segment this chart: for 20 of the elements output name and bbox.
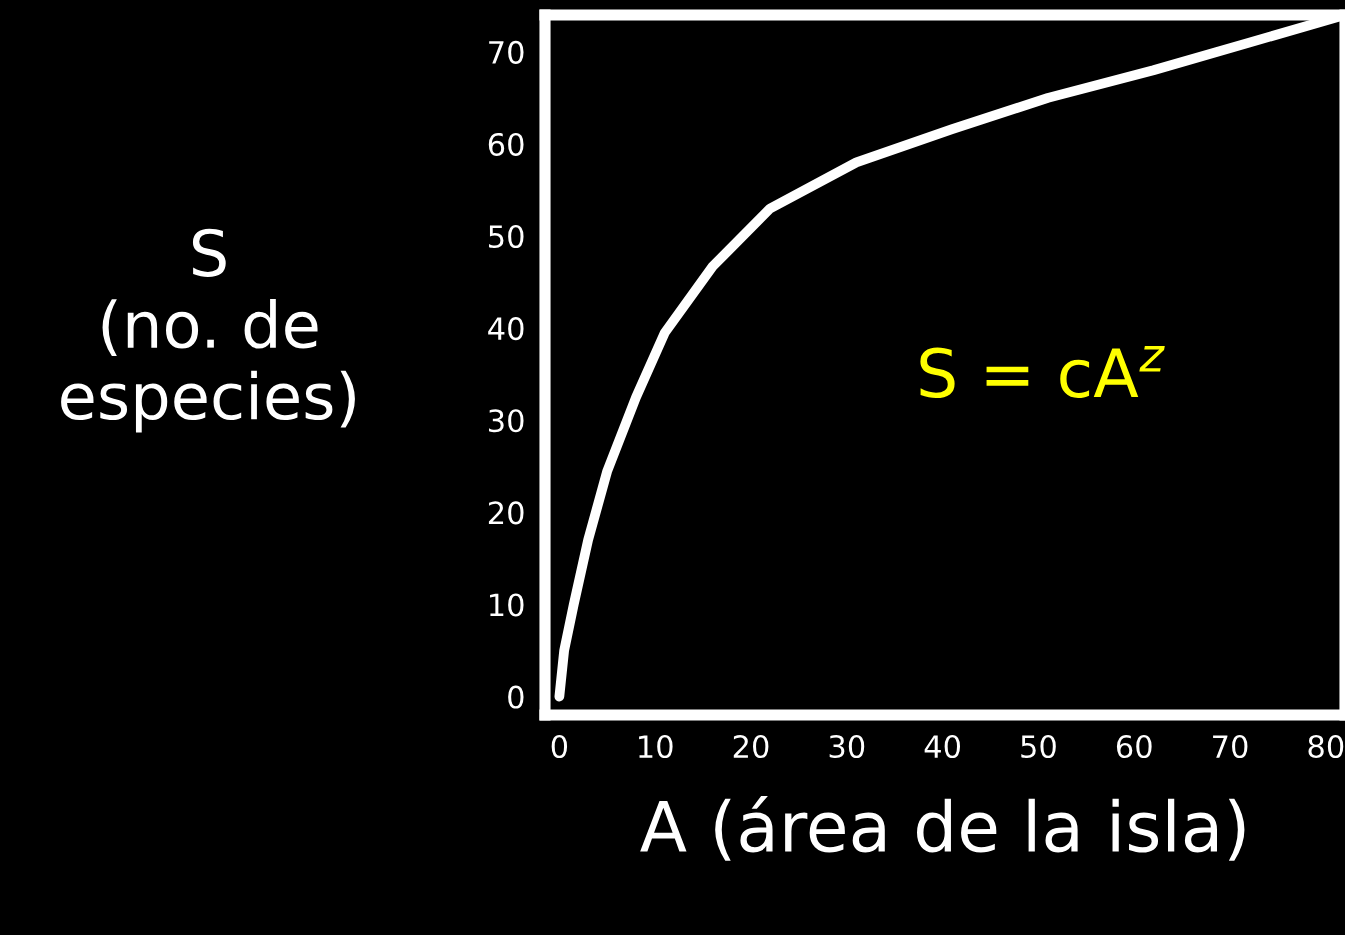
y-tick-label: 70 bbox=[489, 40, 524, 64]
y-tick-label: 40 bbox=[488, 317, 524, 341]
y-tick-label: 50 bbox=[489, 224, 524, 249]
annotation: S = cA$^{z}$ bbox=[920, 346, 1165, 399]
x-tick-label: 70 bbox=[1213, 734, 1248, 759]
x-tick-label: 30 bbox=[829, 734, 865, 759]
x-tick-label: 20 bbox=[733, 734, 769, 759]
y-tick-label: 10 bbox=[490, 593, 524, 617]
y-tick-label: 60 bbox=[488, 132, 524, 156]
x-tick-label: 40 bbox=[924, 734, 961, 759]
y-axis-title: S (no. de especies) bbox=[61, 228, 355, 433]
x-axis-title: A (área de la isla) bbox=[640, 795, 1245, 861]
x-tick-label: 0 bbox=[551, 734, 568, 759]
x-tick-label: 50 bbox=[1021, 734, 1056, 759]
x-tick-label: 60 bbox=[1116, 734, 1152, 759]
x-tick-label: 10 bbox=[639, 734, 673, 759]
y-tick-label: 20 bbox=[488, 501, 524, 525]
y-tick-label: 0 bbox=[508, 685, 524, 709]
x-tick-label: 80 bbox=[1308, 734, 1344, 759]
y-tick-label: 30 bbox=[489, 409, 524, 433]
